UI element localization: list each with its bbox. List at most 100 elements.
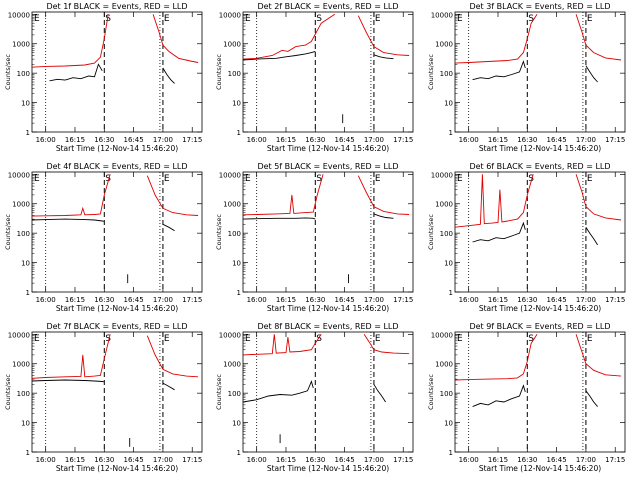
x-tick-label: 17:15 — [182, 136, 202, 144]
interval-marker: E — [245, 14, 251, 24]
x-tick-label: 16:30 — [305, 296, 325, 304]
x-tick-label: 16:30 — [94, 136, 114, 144]
lld-series-line — [243, 334, 322, 356]
x-tick-label: 16:00 — [459, 456, 479, 464]
y-tick-label: 1 — [449, 129, 453, 137]
events-series-line — [243, 380, 314, 403]
y-tick-label: 100 — [17, 70, 30, 78]
y-tick-label: 100 — [440, 230, 453, 238]
interval-marker: E — [375, 14, 381, 24]
x-axis-label: Start Time (12-Nov-14 15:46:20) — [56, 464, 178, 473]
y-tick-label: 10 — [444, 100, 453, 108]
y-tick-label: 10 — [232, 100, 241, 108]
events-series-line — [585, 65, 598, 83]
lld-series-line — [32, 174, 111, 217]
y-tick-label: 1000 — [223, 41, 241, 49]
x-tick-label: 17:00 — [364, 296, 384, 304]
detector-panel: Det 8f BLACK = Events, RED = LLD 1 10 100 10… — [215, 322, 414, 473]
detector-panel: Det 1f BLACK = Events, RED = LLD 1 10 100 10… — [4, 2, 203, 153]
y-tick-label: 1 — [449, 289, 453, 297]
x-tick-label: 16:00 — [36, 136, 56, 144]
events-series-line — [373, 54, 394, 60]
y-tick-label: 1 — [26, 289, 30, 297]
x-tick-label: 16:15 — [488, 456, 508, 464]
y-tick-label: 10000 — [8, 331, 30, 339]
interval-marker: S — [316, 334, 322, 344]
y-axis-label: Counts/sec — [215, 54, 223, 90]
interval-marker: E — [457, 174, 463, 184]
x-tick-label: 16:15 — [276, 296, 296, 304]
events-series-line — [32, 218, 105, 222]
x-axis-label: Start Time (12-Nov-14 15:46:20) — [479, 464, 601, 473]
x-axis-label: Start Time (12-Nov-14 15:46:20) — [267, 144, 389, 153]
interval-marker: E — [457, 14, 463, 24]
panel-title: Det 5f BLACK = Events, RED = LLD — [257, 162, 398, 171]
interval-marker: E — [375, 334, 381, 344]
panel-title: Det 9f BLACK = Events, RED = LLD — [469, 322, 610, 331]
events-series-line — [373, 384, 386, 403]
y-tick-label: 1000 — [435, 201, 453, 209]
x-tick-label: 17:15 — [393, 136, 413, 144]
x-tick-label: 16:00 — [36, 296, 56, 304]
panel-title: Det 2f BLACK = Events, RED = LLD — [257, 2, 398, 11]
interval-marker: E — [164, 14, 170, 24]
y-tick-label: 10 — [21, 420, 30, 428]
x-tick-label: 17:00 — [576, 136, 596, 144]
y-axis-label: Counts/sec — [215, 374, 223, 410]
x-tick-label: 16:15 — [65, 456, 85, 464]
interval-marker: S — [528, 174, 534, 184]
interval-marker: S — [528, 14, 534, 24]
detector-panel: Det 2f BLACK = Events, RED = LLD 1 10 100 10… — [215, 2, 414, 153]
x-tick-label: 17:00 — [364, 456, 384, 464]
x-tick-label: 16:45 — [335, 136, 355, 144]
x-tick-label: 17:15 — [605, 456, 625, 464]
detector-panel: Det 7f BLACK = Events, RED = LLD 1 10 100 10… — [4, 322, 203, 473]
events-series-line — [32, 379, 105, 383]
interval-marker: E — [587, 334, 593, 344]
x-axis-label: Start Time (12-Nov-14 15:46:20) — [56, 304, 178, 313]
interval-marker: S — [105, 174, 111, 184]
interval-marker: E — [375, 174, 381, 184]
events-series-line — [472, 384, 526, 408]
lld-series-line — [32, 334, 111, 379]
interval-marker: S — [105, 334, 111, 344]
y-tick-label: 1000 — [12, 361, 30, 369]
y-axis-label: Counts/sec — [215, 214, 223, 250]
y-tick-label: 10000 — [8, 11, 30, 19]
plot-frame — [242, 171, 414, 293]
x-tick-label: 16:15 — [488, 136, 508, 144]
interval-marker: E — [245, 334, 251, 344]
y-tick-label: 10000 — [431, 331, 453, 339]
interval-marker: S — [316, 14, 322, 24]
x-tick-label: 16:30 — [94, 456, 114, 464]
x-tick-label: 17:00 — [576, 296, 596, 304]
panel-title: Det 8f BLACK = Events, RED = LLD — [257, 322, 398, 331]
lld-series-line — [575, 14, 622, 61]
panel-title: Det 4f BLACK = Events, RED = LLD — [46, 162, 187, 171]
interval-marker: S — [528, 334, 534, 344]
y-tick-label: 10 — [444, 420, 453, 428]
interval-marker: E — [587, 174, 593, 184]
panel-title: Det 1f BLACK = Events, RED = LLD — [46, 2, 187, 11]
panel-title: Det 7f BLACK = Events, RED = LLD — [46, 322, 187, 331]
detector-panel: Det 5f BLACK = Events, RED = LLD 1 10 100 10… — [215, 162, 414, 313]
interval-marker: E — [34, 334, 40, 344]
x-axis-label: Start Time (12-Nov-14 15:46:20) — [267, 304, 389, 313]
y-tick-label: 10000 — [219, 171, 241, 179]
plot-frame — [454, 171, 626, 293]
y-tick-label: 10 — [21, 260, 30, 268]
detector-panel: Det 4f BLACK = Events, RED = LLD 1 10 100 10… — [4, 162, 203, 313]
x-tick-label: 16:30 — [305, 136, 325, 144]
x-tick-label: 16:45 — [547, 296, 567, 304]
x-tick-label: 16:30 — [305, 456, 325, 464]
x-tick-label: 16:45 — [124, 136, 144, 144]
y-tick-label: 100 — [17, 230, 30, 238]
x-tick-label: 16:15 — [488, 296, 508, 304]
y-axis-label: Counts/sec — [427, 54, 435, 90]
x-tick-label: 16:30 — [517, 456, 537, 464]
x-tick-label: 17:00 — [153, 296, 173, 304]
x-tick-label: 16:15 — [65, 296, 85, 304]
interval-marker: E — [457, 334, 463, 344]
lld-series-line — [146, 335, 199, 378]
